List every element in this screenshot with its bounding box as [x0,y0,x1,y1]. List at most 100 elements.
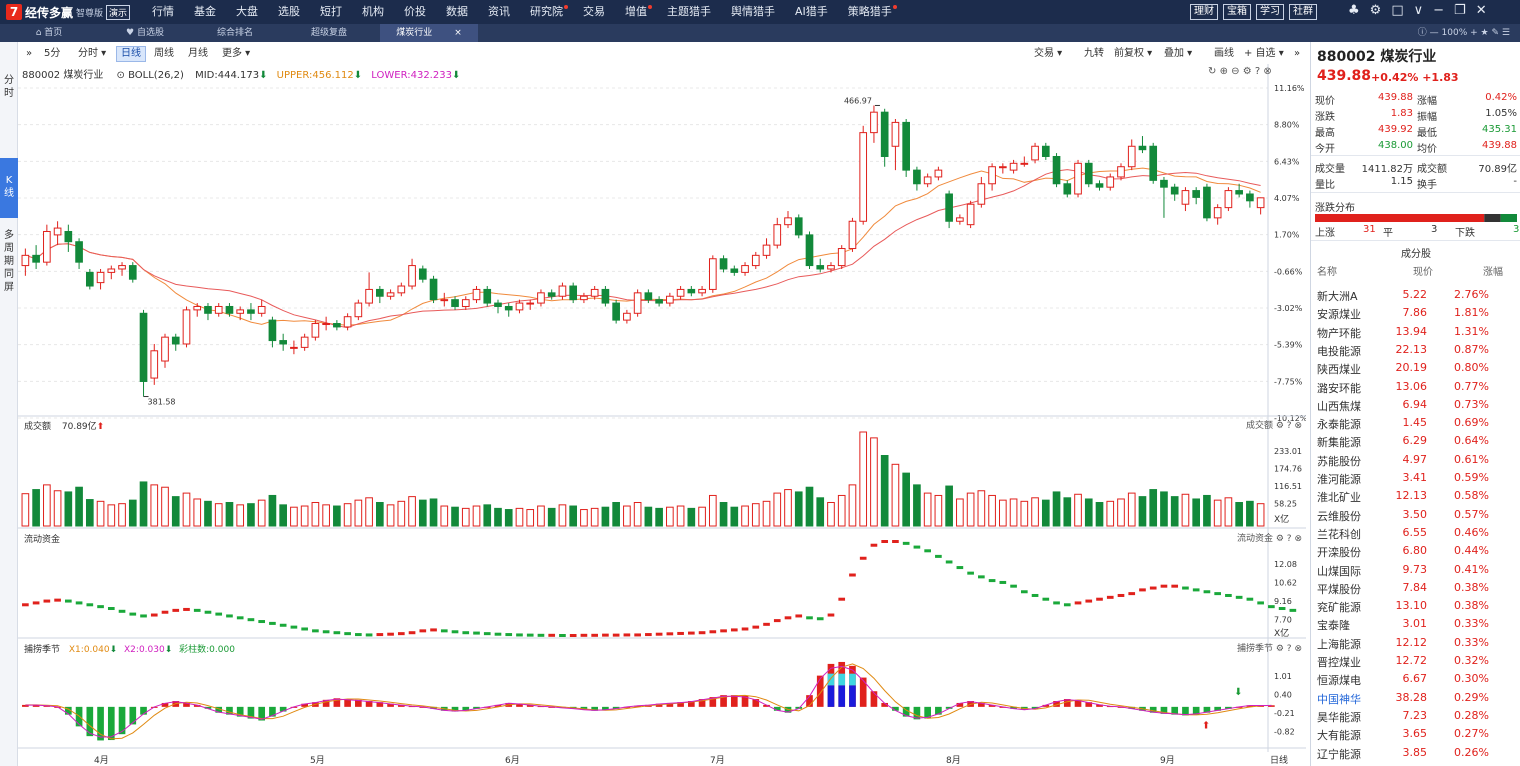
volume-bar[interactable] [32,489,40,527]
candle[interactable] [257,299,266,317]
volume-bar[interactable] [1203,494,1211,527]
menu-item[interactable]: 增值 [615,0,657,24]
toolbar-button[interactable]: 九转 [1084,48,1104,59]
volume-bar[interactable] [214,503,223,527]
constituent-row[interactable]: 淮河能源 3.41 0.59% [1311,469,1520,487]
help-icon[interactable]: ? [1286,644,1292,654]
volume-bar[interactable] [376,502,384,527]
constituent-row[interactable]: 兰花科创 6.55 0.46% [1311,524,1520,542]
candle[interactable] [590,286,599,300]
volume-bar[interactable] [773,492,782,527]
volume-bar[interactable] [870,437,878,527]
volume-bar[interactable] [623,505,631,527]
zoom-in-icon[interactable]: + [1470,28,1478,38]
candle[interactable] [1246,190,1254,208]
candle[interactable] [1181,187,1190,212]
candle[interactable] [182,306,191,348]
volume-bar[interactable] [1224,497,1233,527]
tab-item[interactable]: 综合排名 [186,24,284,42]
candle[interactable] [1170,183,1179,201]
volume-bar[interactable] [300,505,309,527]
candle[interactable] [1095,180,1104,191]
constituent-row[interactable]: 山西焦煤 6.94 0.73% [1311,396,1520,414]
volume-bar[interactable] [794,491,803,527]
volume-bar[interactable] [601,506,610,527]
volume-bar[interactable] [64,491,73,527]
settings-icon[interactable]: ⚙ [1242,66,1252,77]
candle[interactable] [999,163,1007,174]
candle[interactable] [633,289,642,317]
volume-bar[interactable] [53,490,62,527]
volume-bar[interactable] [343,503,352,527]
candle[interactable] [569,282,578,304]
volume-bar[interactable] [1041,499,1050,527]
candle[interactable] [773,217,782,249]
volume-bar[interactable] [1020,500,1029,527]
settings-icon[interactable]: ⚙ [1275,421,1284,431]
candle[interactable] [891,118,900,171]
volume-bar[interactable] [504,509,513,527]
volume-bar[interactable] [1246,500,1254,527]
candle[interactable] [225,303,234,317]
constituent-row[interactable]: 苏能股份 4.97 0.61% [1311,451,1520,469]
constituent-row[interactable]: 陕西煤业 20.19 0.80% [1311,359,1520,377]
candle[interactable] [408,258,416,290]
constituent-row[interactable]: 恒源煤电 6.67 0.30% [1311,670,1520,688]
candle[interactable] [354,299,363,321]
close-icon[interactable]: ⊗ [1263,66,1272,77]
candle[interactable] [322,316,330,331]
volume-bar[interactable] [784,489,792,527]
constituent-row[interactable]: 新集能源 6.29 0.64% [1311,432,1520,450]
candle[interactable] [96,268,105,290]
volume-bar[interactable] [440,505,449,527]
candle[interactable] [1117,163,1125,181]
volume-bar[interactable] [107,504,116,527]
constituent-row[interactable]: 开滦股份 6.80 0.44% [1311,542,1520,560]
volume-bar[interactable] [708,494,717,527]
volume-bar[interactable] [569,505,578,527]
menu-item[interactable]: 基金 [184,0,226,24]
close-icon[interactable]: ✕ [1475,3,1487,18]
candle[interactable] [193,303,202,317]
volume-bar[interactable] [268,494,277,527]
tab-item[interactable]: ♥ 自选股 [96,24,194,42]
volume-bar[interactable] [354,499,363,527]
candle[interactable] [1203,183,1211,222]
candle[interactable] [805,231,814,269]
volume-bar[interactable] [1256,503,1265,527]
constituent-row[interactable]: 昊华能源 7.23 0.28% [1311,707,1520,725]
top-button[interactable]: 学习 [1256,4,1284,20]
candle[interactable] [461,296,470,310]
menu-item[interactable]: 研究院 [520,0,573,24]
candle[interactable] [1192,187,1201,205]
candle[interactable] [880,108,889,167]
candle[interactable] [741,262,749,276]
volume-bar[interactable] [913,484,921,527]
constituent-row[interactable]: 平煤股份 7.84 0.38% [1311,579,1520,597]
volume-bar[interactable] [999,499,1007,527]
volume-bar[interactable] [537,505,545,527]
candle[interactable] [623,309,631,324]
volume-bar[interactable] [204,500,212,527]
settings-icon[interactable]: ⚙ [1369,3,1382,18]
candle[interactable] [515,299,524,314]
constituent-row[interactable]: 宝泰隆 3.01 0.33% [1311,615,1520,633]
minimize-icon[interactable]: − [1433,3,1445,18]
candle[interactable] [1235,183,1243,198]
volume-bar[interactable] [891,463,900,527]
constituent-row[interactable]: 兖矿能源 13.10 0.38% [1311,597,1520,615]
volume-bar[interactable] [934,494,943,527]
candle[interactable] [870,105,878,143]
volume-bar[interactable] [655,507,663,527]
menu-item[interactable]: 选股 [268,0,310,24]
volume-bar[interactable] [837,494,846,527]
candle[interactable] [762,238,771,259]
volume-bar[interactable] [590,507,599,527]
menu-item[interactable]: 机构 [352,0,394,24]
left-nav-item[interactable]: K 线 [0,158,18,218]
volume-bar[interactable] [397,500,406,527]
volume-bar[interactable] [21,493,30,527]
toolbar-button[interactable]: + 自选 ▾ [1244,48,1284,59]
volume-bar[interactable] [1170,496,1179,527]
candle[interactable] [666,292,674,307]
